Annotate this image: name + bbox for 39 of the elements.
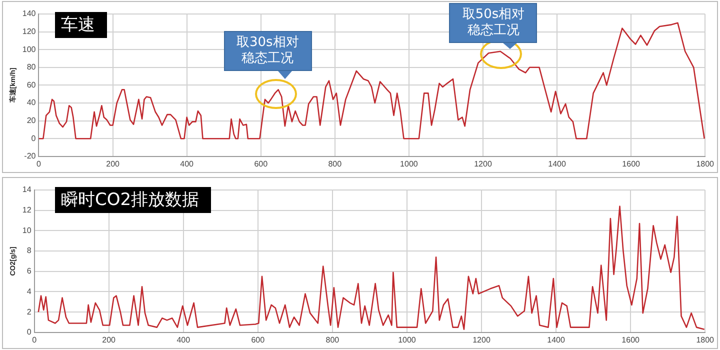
x-tick-label: 600: [254, 159, 268, 168]
x-tick-label: 1200: [474, 159, 492, 168]
y-tick-label: 40: [26, 98, 36, 108]
chart-title: 车速: [55, 12, 107, 38]
y-tick-label: 10: [22, 226, 32, 235]
x-tick-label: 1200: [472, 335, 491, 344]
x-tick-label: 1400: [548, 159, 566, 168]
y-tick-label: 60: [26, 80, 36, 90]
chart-title: 瞬时CO2排放数据: [55, 187, 212, 213]
x-tick-label: 1800: [696, 159, 715, 168]
x-tick-label: 200: [106, 159, 120, 168]
y-tick-label: 0: [31, 134, 36, 143]
y-tick-label: 6: [26, 266, 32, 276]
y-tick-label: 120: [22, 27, 36, 36]
x-tick-label: 600: [251, 335, 266, 344]
y-tick-label: -20: [24, 152, 36, 161]
y-tick-label: 12: [22, 206, 32, 215]
x-tick-label: 400: [180, 159, 194, 168]
y-tick-label: 20: [26, 116, 36, 126]
x-tick-label: 1400: [547, 335, 566, 344]
x-tick-label: 800: [328, 159, 342, 168]
annotation: 取50s相对稳态工况: [449, 3, 538, 43]
y-tick-label: 2: [26, 307, 32, 316]
x-tick-label: 1000: [400, 159, 418, 168]
x-tick-label: 200: [102, 335, 116, 344]
x-tick-label: 1000: [398, 335, 416, 344]
y-tick-label: 0: [26, 328, 32, 337]
y-tick-label: 14: [22, 185, 32, 194]
x-tick-label: 1600: [622, 159, 641, 168]
y-tick-label: 4: [26, 286, 32, 296]
x-tick-label: 1600: [622, 335, 640, 344]
y-tick-label: 80: [26, 62, 36, 72]
x-tick-label: 1800: [696, 335, 715, 344]
annotation: 取30s相对稳态工况: [224, 31, 312, 72]
x-tick-label: 800: [326, 335, 340, 344]
x-tick-label: 400: [176, 335, 191, 344]
y-tick-label: 140: [22, 9, 36, 18]
y-tick-label: 100: [22, 44, 36, 54]
y-tick-label: 8: [26, 246, 32, 256]
